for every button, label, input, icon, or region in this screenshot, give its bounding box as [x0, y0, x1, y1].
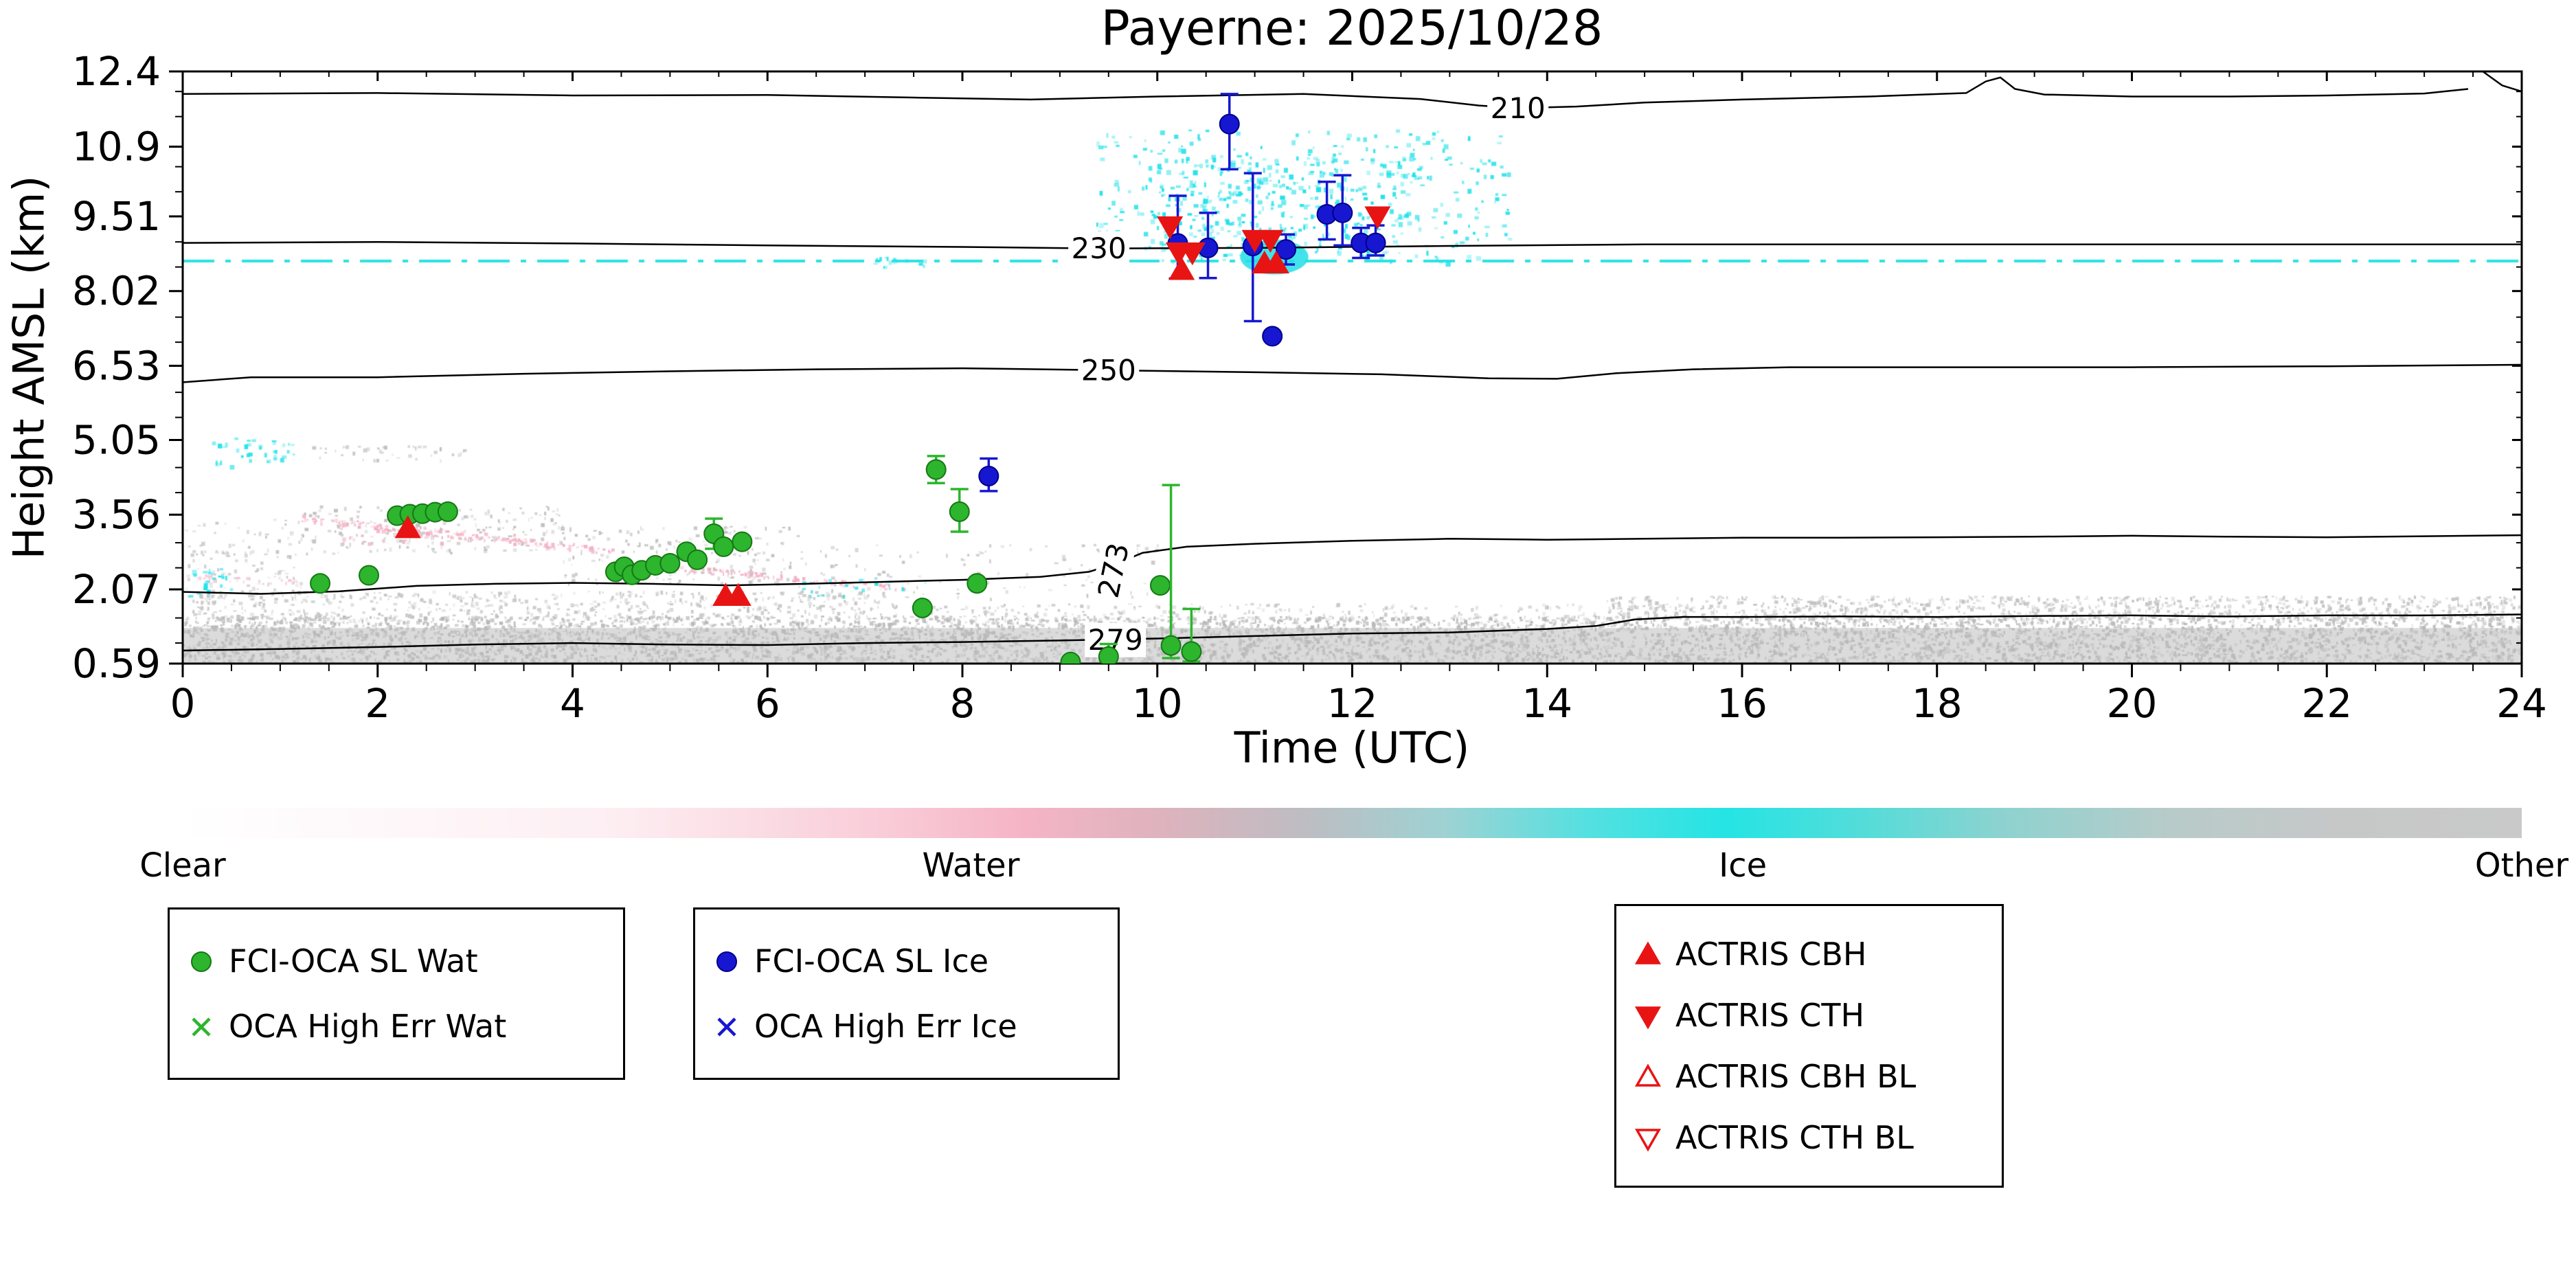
legend-item-label: ACTRIS CBH — [1675, 936, 1867, 973]
svg-text:18: 18 — [1912, 680, 1963, 727]
blue-circle-marker-icon — [716, 951, 737, 973]
chart-title: Payerne: 2025/10/28 — [1100, 0, 1603, 56]
red-triangle-down-open-icon — [1634, 1129, 1662, 1152]
data-series — [310, 93, 1391, 664]
svg-text:8: 8 — [950, 680, 975, 727]
legend-item-label: ACTRIS CBH BL — [1675, 1058, 1917, 1095]
legend-item: ACTRIS CBH BL — [1630, 1058, 1995, 1095]
svg-text:10.9: 10.9 — [72, 123, 161, 170]
colorbar-label-water: Water — [922, 846, 1020, 885]
colorbar-label-ice: Ice — [1719, 846, 1767, 885]
legend-item: ACTRIS CBH — [1630, 936, 1995, 973]
colorbar-label-other: Other — [2474, 846, 2569, 885]
series-actris-cbh — [394, 250, 1289, 606]
legend-item: FCI-OCA SL Wat — [183, 942, 616, 980]
red-triangle-up-open-icon — [1634, 1063, 1662, 1087]
legend-box-3: ACTRIS CBH ACTRIS CTH ACTRIS CBH BL ACTRIS … — [1614, 904, 2004, 1188]
legend-item: ACTRIS CTH BL — [1630, 1119, 1995, 1156]
svg-text:9.51: 9.51 — [72, 193, 161, 240]
svg-text:0: 0 — [170, 680, 196, 727]
svg-text:12.4: 12.4 — [72, 48, 161, 95]
legend-item: OCA High Err Ice — [709, 1008, 1111, 1045]
colorbar — [183, 808, 2522, 838]
svg-text:2.07: 2.07 — [72, 566, 161, 613]
svg-text:6.53: 6.53 — [72, 342, 161, 389]
legend-box-2: FCI-OCA SL Ice OCA High Err Ice — [693, 907, 1120, 1080]
svg-text:6: 6 — [755, 680, 780, 727]
svg-text:5.05: 5.05 — [72, 416, 161, 463]
legend-item-label: ACTRIS CTH — [1675, 997, 1865, 1034]
svg-text:22: 22 — [2301, 680, 2352, 727]
legend-item-label: ACTRIS CTH BL — [1675, 1119, 1914, 1156]
series-actris-cth — [1157, 206, 1391, 266]
legend-box-1: FCI-OCA SL Wat OCA High Err Wat — [168, 907, 625, 1080]
svg-text:4: 4 — [560, 680, 585, 727]
series-fci-oca-sl-wat — [310, 455, 1202, 664]
svg-text:8.02: 8.02 — [72, 268, 161, 315]
svg-text:230: 230 — [1072, 231, 1127, 265]
red-triangle-down-icon — [1634, 1006, 1662, 1030]
colorbar-label-clear: Clear — [139, 846, 226, 885]
svg-text:3.56: 3.56 — [72, 491, 161, 538]
legend-item-label: OCA High Err Ice — [754, 1007, 1017, 1045]
axes: 0 2 4 6 8 10 12 14 16 18 20 22 240.592.073.565.056.5… — [72, 48, 2547, 727]
green-x-marker-icon — [192, 1017, 211, 1037]
blue-x-marker-icon — [717, 1017, 736, 1037]
svg-text:250: 250 — [1081, 354, 1136, 387]
legend-item-label: FCI-OCA SL Ice — [754, 942, 989, 980]
green-circle-marker-icon — [191, 951, 212, 973]
legend-item: OCA High Err Wat — [183, 1008, 616, 1045]
x-axis-label: Time (UTC) — [1234, 723, 1470, 773]
svg-text:14: 14 — [1522, 680, 1572, 727]
series-fci-oca-sl-ice — [978, 93, 1386, 493]
legend-item: ACTRIS CTH — [1630, 997, 1995, 1034]
svg-text:2: 2 — [365, 680, 390, 727]
svg-text:10: 10 — [1132, 680, 1183, 727]
svg-text:0.59: 0.59 — [72, 640, 161, 687]
red-triangle-up-icon — [1634, 941, 1662, 964]
legend-item-label: FCI-OCA SL Wat — [229, 942, 478, 980]
svg-text:24: 24 — [2496, 680, 2547, 727]
legend-item: FCI-OCA SL Ice — [709, 942, 1111, 980]
svg-text:16: 16 — [1717, 680, 1767, 727]
svg-text:273: 273 — [1092, 540, 1136, 601]
svg-text:210: 210 — [1491, 91, 1546, 125]
legend-item-label: OCA High Err Wat — [229, 1007, 507, 1045]
svg-text:20: 20 — [2107, 680, 2158, 727]
svg-text:12: 12 — [1327, 680, 1378, 727]
contour-lines — [183, 71, 2522, 652]
